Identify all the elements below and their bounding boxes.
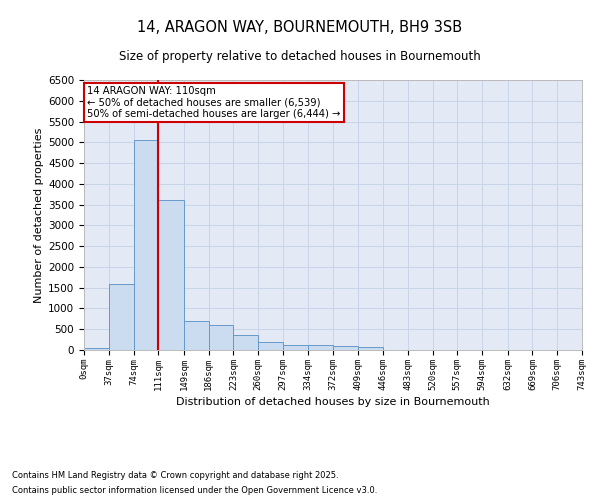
- Text: 14 ARAGON WAY: 110sqm
← 50% of detached houses are smaller (6,539)
50% of semi-d: 14 ARAGON WAY: 110sqm ← 50% of detached …: [88, 86, 341, 120]
- Bar: [209, 325, 233, 350]
- X-axis label: Distribution of detached houses by size in Bournemouth: Distribution of detached houses by size …: [176, 397, 490, 407]
- Text: Size of property relative to detached houses in Bournemouth: Size of property relative to detached ho…: [119, 50, 481, 63]
- Text: Contains public sector information licensed under the Open Government Licence v3: Contains public sector information licen…: [12, 486, 377, 495]
- Bar: [84, 348, 109, 350]
- Bar: [258, 342, 283, 350]
- Bar: [358, 347, 383, 350]
- Bar: [283, 344, 308, 350]
- Bar: [109, 284, 134, 350]
- Text: 14, ARAGON WAY, BOURNEMOUTH, BH9 3SB: 14, ARAGON WAY, BOURNEMOUTH, BH9 3SB: [137, 20, 463, 35]
- Y-axis label: Number of detached properties: Number of detached properties: [34, 128, 44, 302]
- Bar: [134, 140, 158, 350]
- Bar: [334, 346, 358, 350]
- Bar: [158, 200, 184, 350]
- Bar: [233, 336, 258, 350]
- Bar: [184, 321, 209, 350]
- Text: Contains HM Land Registry data © Crown copyright and database right 2025.: Contains HM Land Registry data © Crown c…: [12, 471, 338, 480]
- Bar: [308, 345, 334, 350]
